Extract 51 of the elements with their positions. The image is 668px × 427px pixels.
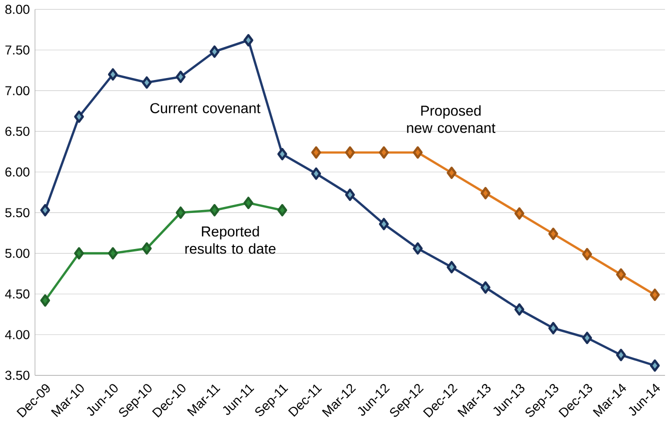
point [40,204,50,216]
point [412,242,423,255]
point [616,348,626,362]
point [74,247,84,260]
point [210,204,220,216]
y-tick-label: 3.50 [5,370,30,380]
y-tick-label: 5.50 [5,208,30,218]
series-label: Proposed new covenant [407,105,496,134]
point [548,322,558,334]
point [243,196,254,210]
point [210,45,220,58]
point [176,206,186,219]
point [378,218,389,230]
series-label: Reported results to date [185,226,276,254]
point [277,148,288,160]
point [548,228,558,240]
point [311,167,322,180]
point [514,207,524,220]
point [514,303,524,316]
point [311,146,322,159]
point [345,146,355,159]
point [650,288,660,301]
y-tick-label: 4.50 [5,289,30,299]
point [446,260,457,274]
point [480,281,490,294]
y-tick-label: 6.00 [5,167,30,177]
point [650,359,660,372]
point [108,247,118,260]
point [582,332,592,344]
point [108,68,118,81]
point [243,34,254,46]
y-tick-label: 4.00 [5,330,30,340]
point [176,70,186,84]
point [616,268,626,281]
point [412,146,423,159]
point [74,110,84,123]
point [480,186,490,200]
y-tick-label: 5.00 [5,248,30,258]
point [40,294,50,307]
series-label: Current covenant [150,103,260,114]
point [142,76,152,89]
y-tick-label: 7.00 [5,86,30,96]
point [378,146,389,159]
point [345,188,355,201]
point [582,248,592,260]
y-tick-label: 8.00 [5,4,30,14]
point [277,204,288,216]
y-tick-label: 7.50 [5,45,30,55]
point [446,166,457,179]
y-tick-label: 6.50 [5,126,30,136]
point [142,242,152,255]
